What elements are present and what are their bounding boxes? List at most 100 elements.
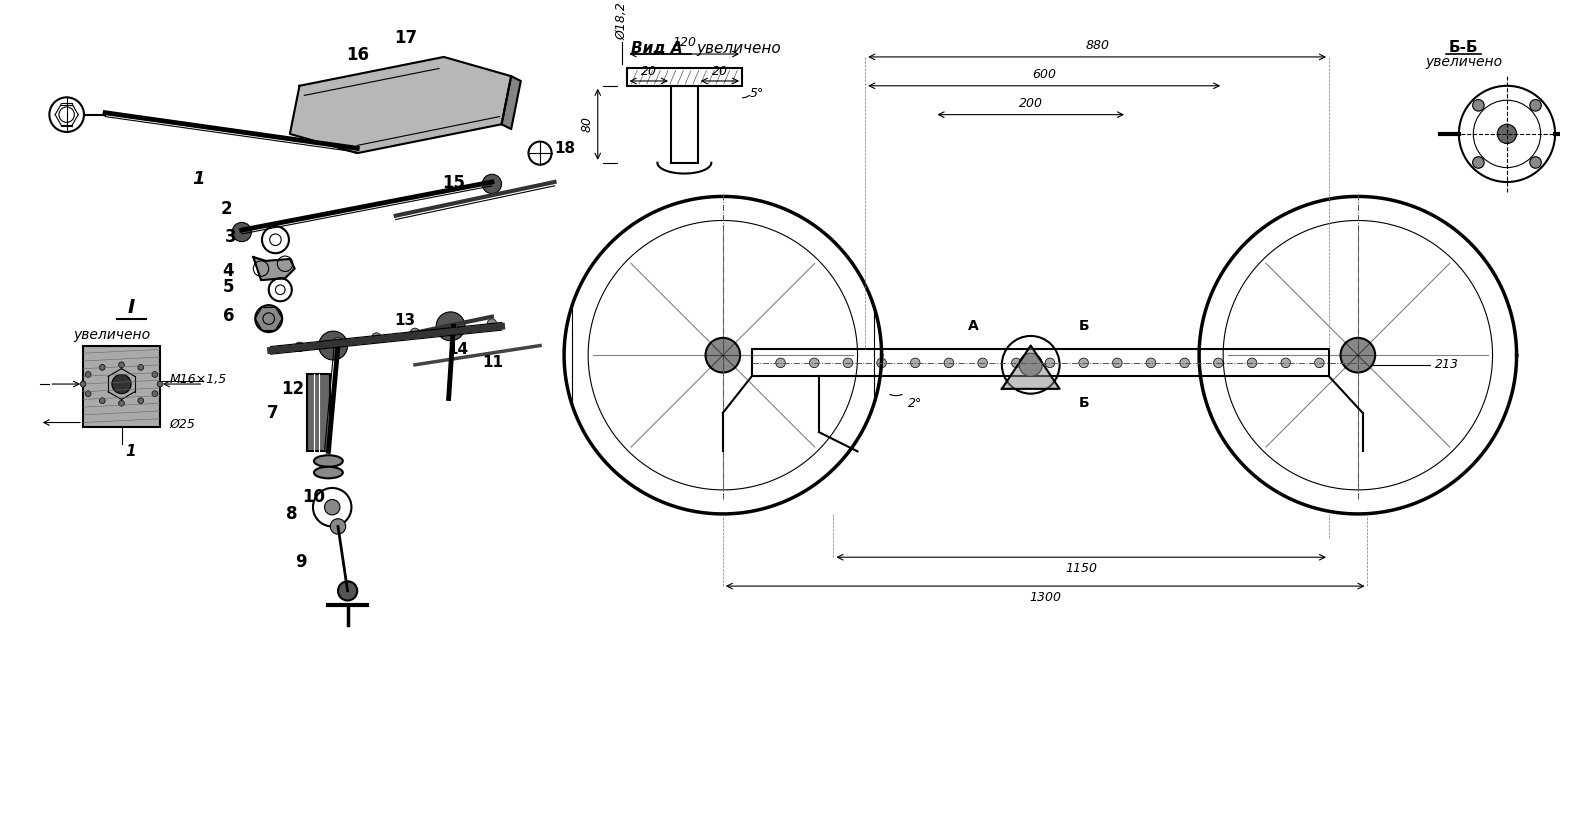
Text: Б: Б [1078,319,1089,333]
Circle shape [153,391,157,396]
Circle shape [153,372,157,377]
Polygon shape [289,57,510,153]
Circle shape [138,364,143,370]
Text: Б: Б [1078,396,1089,410]
Text: I: I [127,297,135,317]
Bar [626,69,743,86]
Circle shape [318,331,348,360]
Text: 3: 3 [226,228,237,246]
Text: 10: 10 [302,488,326,506]
Text: 2: 2 [221,200,232,218]
Circle shape [86,391,91,396]
Circle shape [1315,358,1324,368]
Text: Вид А: Вид А [631,41,684,56]
Text: 1: 1 [192,171,205,189]
Text: 16: 16 [345,46,369,64]
Circle shape [482,174,501,194]
Circle shape [1498,124,1517,144]
Text: 1150: 1150 [1065,562,1097,575]
Text: 1300: 1300 [1029,591,1061,604]
Text: 11: 11 [482,355,504,370]
Circle shape [876,358,886,368]
Circle shape [1530,157,1541,168]
Circle shape [1045,358,1054,368]
Circle shape [334,337,343,347]
Bar [671,86,698,163]
Circle shape [1011,358,1021,368]
Circle shape [80,382,86,387]
Text: 2°: 2° [908,397,922,410]
Circle shape [436,312,464,341]
Text: 5°: 5° [750,87,765,100]
Text: 200: 200 [1019,97,1043,109]
Text: М16×1,5: М16×1,5 [170,373,227,386]
Text: 20: 20 [641,65,657,78]
Text: 120: 120 [673,36,696,49]
Circle shape [1180,358,1189,368]
Circle shape [1472,100,1483,111]
Circle shape [809,358,819,368]
Text: 20: 20 [712,65,728,78]
Text: Ø25: Ø25 [170,418,196,431]
Text: 880: 880 [1084,39,1110,52]
Circle shape [294,342,304,351]
Bar [83,346,161,427]
Circle shape [372,333,382,342]
Text: 17: 17 [394,29,417,47]
Circle shape [100,364,105,370]
Circle shape [1282,358,1291,368]
Circle shape [410,328,420,337]
Circle shape [978,358,987,368]
Text: А: А [968,319,978,333]
Text: 9: 9 [296,553,307,571]
Circle shape [1113,358,1123,368]
Text: 4: 4 [223,261,234,279]
Text: Ø18,2: Ø18,2 [615,2,628,39]
Text: 7: 7 [267,404,278,422]
Circle shape [138,398,143,404]
Ellipse shape [313,455,343,467]
Text: Б-Б: Б-Б [1448,39,1479,55]
Text: 8: 8 [286,505,297,523]
Circle shape [487,319,496,328]
Text: 18: 18 [555,141,576,156]
Circle shape [1472,157,1483,168]
Circle shape [843,358,852,368]
Circle shape [331,519,345,534]
Circle shape [232,222,251,242]
Circle shape [100,398,105,404]
Text: 80: 80 [580,116,595,132]
Circle shape [119,362,124,368]
Text: увеличено: увеличено [1425,55,1503,69]
Text: 213: 213 [1434,359,1458,371]
Bar [307,374,331,452]
Circle shape [1080,358,1089,368]
Polygon shape [253,257,294,280]
Text: 14: 14 [448,342,469,357]
Circle shape [911,358,921,368]
Circle shape [706,338,741,373]
Polygon shape [1002,346,1059,389]
Circle shape [111,374,130,394]
Text: 15: 15 [442,174,464,192]
Text: 6: 6 [223,306,234,324]
Circle shape [256,306,281,332]
Text: увеличено: увеличено [696,41,782,56]
Text: 600: 600 [1032,68,1056,81]
Circle shape [157,382,162,387]
Circle shape [1247,358,1256,368]
Circle shape [448,324,458,333]
Ellipse shape [313,467,343,478]
Text: 13: 13 [394,313,417,328]
Circle shape [1213,358,1223,368]
Circle shape [944,358,954,368]
Circle shape [776,358,785,368]
Text: 12: 12 [281,380,304,398]
Polygon shape [501,76,522,129]
Text: 5: 5 [223,278,234,296]
Circle shape [1340,338,1375,373]
Circle shape [86,372,91,377]
Circle shape [1019,353,1043,377]
Text: увеличено: увеличено [73,328,151,342]
Bar [752,350,1329,377]
